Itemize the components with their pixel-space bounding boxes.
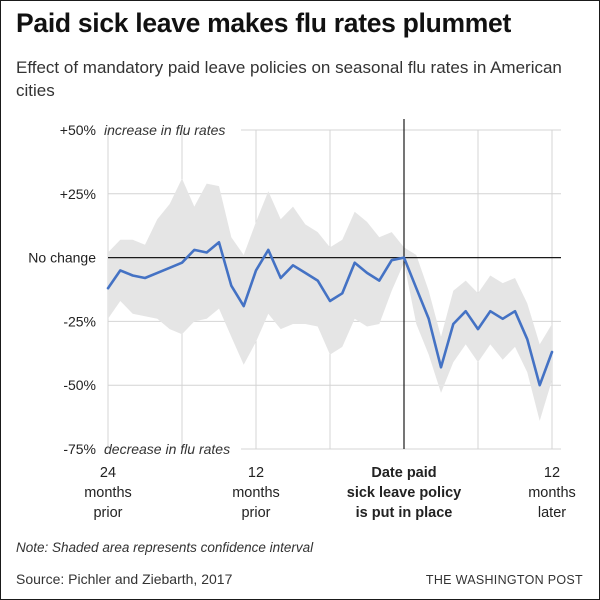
x-tick-label: 12 (544, 465, 560, 481)
axes (108, 119, 561, 449)
chart-subtitle: Effect of mandatory paid leave policies … (16, 58, 562, 100)
x-tick-label: prior (241, 505, 270, 521)
chart-source: Source: Pichler and Ziebarth, 2017 (16, 571, 233, 587)
x-tick-label: 12 (248, 465, 264, 481)
x-axis-labels: 24 months prior 12 months prior Date paid sick … (84, 465, 576, 521)
y-tick-label: No change (28, 250, 96, 266)
y-tick-label: +25% (60, 186, 96, 202)
series-line (106, 241, 554, 387)
x-tick-label: Date paid (371, 465, 436, 481)
x-tick-label: months (84, 485, 132, 501)
x-tick-label: later (538, 505, 566, 521)
chart-note: Note: Shaded area represents confidence … (16, 540, 314, 555)
chart-title: Paid sick leave makes flu rates plummet (16, 8, 511, 38)
series-line-group (106, 241, 554, 387)
x-tick-label: is put in place (356, 505, 453, 521)
y-tick-label: -75% (63, 441, 96, 457)
y-tick-note: increase in flu rates (104, 122, 225, 138)
x-tick-label: prior (93, 505, 122, 521)
x-tick-label: 24 (100, 465, 116, 481)
y-tick-label: -50% (63, 377, 96, 393)
x-tick-label: months (528, 485, 576, 501)
publisher-credit: THE WASHINGTON POST (425, 573, 583, 587)
x-tick-label: sick leave policy (347, 485, 461, 501)
y-axis-labels: +50% increase in flu rates +25% No change -2… (28, 122, 230, 457)
y-tick-note: decrease in flu rates (104, 441, 230, 457)
y-tick-label: -25% (63, 313, 96, 329)
x-tick-label: months (232, 485, 280, 501)
y-tick-label: +50% (60, 122, 96, 138)
